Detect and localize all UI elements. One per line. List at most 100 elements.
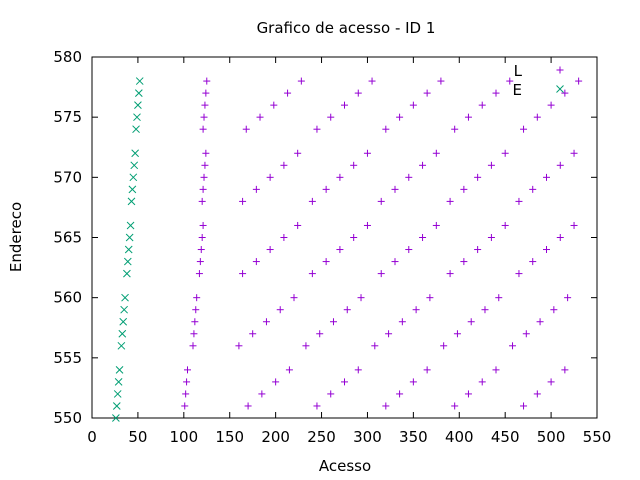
y-tick-label: 555 [53,349,82,367]
data-point-E [114,378,123,386]
data-point-L [453,330,461,338]
data-point-L [252,185,260,193]
data-point-L [464,390,472,398]
data-point-L [313,402,321,410]
data-point-L [481,306,489,314]
data-point-L [520,402,528,410]
data-point-L [570,221,578,229]
y-tick-label: 580 [53,48,82,66]
data-point-L [520,125,528,133]
y-tick-label: 550 [53,409,82,427]
data-point-E [112,414,120,422]
data-point-L [536,318,544,326]
data-point-L [198,197,206,205]
data-point-L [182,390,190,398]
data-point-L [290,294,298,302]
data-point-L [239,270,247,278]
data-point-L [200,173,208,181]
data-point-L [189,342,197,350]
data-point-L [382,125,390,133]
data-point-E [134,101,142,109]
data-point-E [121,293,129,302]
data-point-L [398,318,406,326]
x-tick-label: 150 [215,428,244,446]
data-point-L [256,113,264,121]
data-point-E [113,390,122,398]
data-point-L [478,378,486,386]
data-point-L [547,378,555,386]
data-point-L [432,221,440,229]
data-point-L [368,77,376,85]
data-point-L [284,89,292,97]
data-point-L [363,149,371,157]
data-point-E [123,269,131,278]
data-point-L [202,89,210,97]
y-tick-label: 575 [53,108,82,126]
x-tick-label: 550 [583,428,612,446]
x-tick-label: 50 [128,428,147,446]
data-point-L [405,246,413,254]
x-tick-label: 450 [491,428,520,446]
data-point-L [509,342,517,350]
data-point-L [556,234,564,241]
y-tick-label: 570 [53,168,82,186]
data-point-L [199,185,207,193]
data-point-L [409,378,417,386]
data-point-L [249,330,257,338]
data-point-L [199,125,207,133]
data-point-L [190,330,198,338]
data-point-L [183,366,191,374]
data-point-L [382,402,390,410]
legend: LE [513,62,564,99]
legend-marker-L [556,66,564,74]
data-point-L [183,378,191,386]
data-point-L [270,101,278,109]
chart-title: Grafico de acesso - ID 1 [257,19,436,37]
data-point-L [423,89,431,97]
series-L [181,77,583,410]
data-point-L [533,390,541,398]
data-point-L [201,161,209,169]
data-point-E [125,233,134,242]
data-point-E [132,125,140,134]
data-point-E [124,245,133,254]
data-point-L [522,330,530,338]
data-point-L [235,342,243,350]
data-point-E [119,317,128,326]
data-point-L [242,125,250,133]
data-point-L [426,294,434,302]
data-point-L [396,113,404,121]
data-point-E [130,161,139,170]
data-point-L [308,197,316,205]
x-tick-label: 500 [537,428,566,446]
data-point-L [363,221,371,229]
data-point-L [276,306,284,314]
data-point-E [117,341,126,350]
data-point-L [354,366,362,374]
data-point-L [451,125,459,133]
data-point-L [501,221,509,229]
data-point-L [329,318,337,326]
data-point-L [451,402,459,410]
data-point-L [391,185,399,193]
x-axis: 0 50 100 150 200 250 300 350 400 450 500 550 [87,57,611,446]
data-point-L [377,197,385,205]
data-point-L [543,173,550,181]
data-point-E [118,329,127,338]
data-point-L [203,77,211,85]
data-point-L [396,390,404,398]
data-point-L [371,342,379,350]
data-point-L [322,258,330,266]
data-point-L [316,330,324,338]
data-point-L [350,161,358,169]
data-point-L [474,173,482,181]
data-point-L [529,258,537,266]
data-point-E [133,113,141,122]
data-point-L [564,294,572,302]
data-point-L [200,113,208,121]
data-point-L [561,89,569,97]
x-tick-label: 0 [87,428,97,446]
data-point-L [478,101,486,109]
data-point-L [495,294,503,302]
